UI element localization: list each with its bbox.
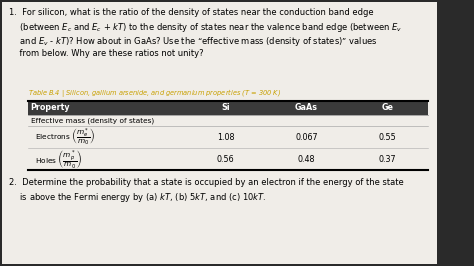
FancyBboxPatch shape	[28, 101, 428, 115]
Text: 0.56: 0.56	[217, 155, 235, 164]
Text: 0.067: 0.067	[295, 132, 318, 142]
Text: 2.  Determine the probability that a state is occupied by an electron if the ene: 2. Determine the probability that a stat…	[9, 178, 404, 187]
Text: Si: Si	[221, 103, 230, 113]
Text: 1.08: 1.08	[217, 132, 234, 142]
Text: and $E_v$ - $kT$)? How about in GaAs? Use the “effective mass (density of states: and $E_v$ - $kT$)? How about in GaAs? Us…	[9, 35, 378, 48]
Text: Property: Property	[30, 103, 70, 113]
Text: from below. Why are these ratios not unity?: from below. Why are these ratios not uni…	[9, 48, 204, 57]
Text: 1.  For silicon, what is the ratio of the density of states near the conduction : 1. For silicon, what is the ratio of the…	[9, 8, 374, 17]
Text: Electrons $\left(\dfrac{m_e^*}{m_0}\right)$: Electrons $\left(\dfrac{m_e^*}{m_0}\righ…	[35, 127, 96, 147]
Text: is above the Fermi energy by (a) $kT$, (b) 5$kT$, and (c) 10$kT$.: is above the Fermi energy by (a) $kT$, (…	[9, 192, 267, 205]
Text: Table B.4 | Silicon, gallium arsenide, and germanium properties ($T$ = 300 K): Table B.4 | Silicon, gallium arsenide, a…	[28, 87, 281, 99]
Text: Ge: Ge	[381, 103, 393, 113]
Text: 0.48: 0.48	[298, 155, 315, 164]
FancyBboxPatch shape	[2, 2, 437, 264]
Text: 0.55: 0.55	[378, 132, 396, 142]
Text: GaAs: GaAs	[295, 103, 318, 113]
Text: 0.37: 0.37	[379, 155, 396, 164]
Text: (between $E_c$ and $E_c$ + $kT$) to the density of states near the valence band : (between $E_c$ and $E_c$ + $kT$) to the …	[9, 22, 402, 35]
Text: Holes $\left(\dfrac{m_p^*}{m_0}\right)$: Holes $\left(\dfrac{m_p^*}{m_0}\right)$	[35, 148, 82, 170]
Text: Effective mass (density of states): Effective mass (density of states)	[30, 117, 154, 124]
